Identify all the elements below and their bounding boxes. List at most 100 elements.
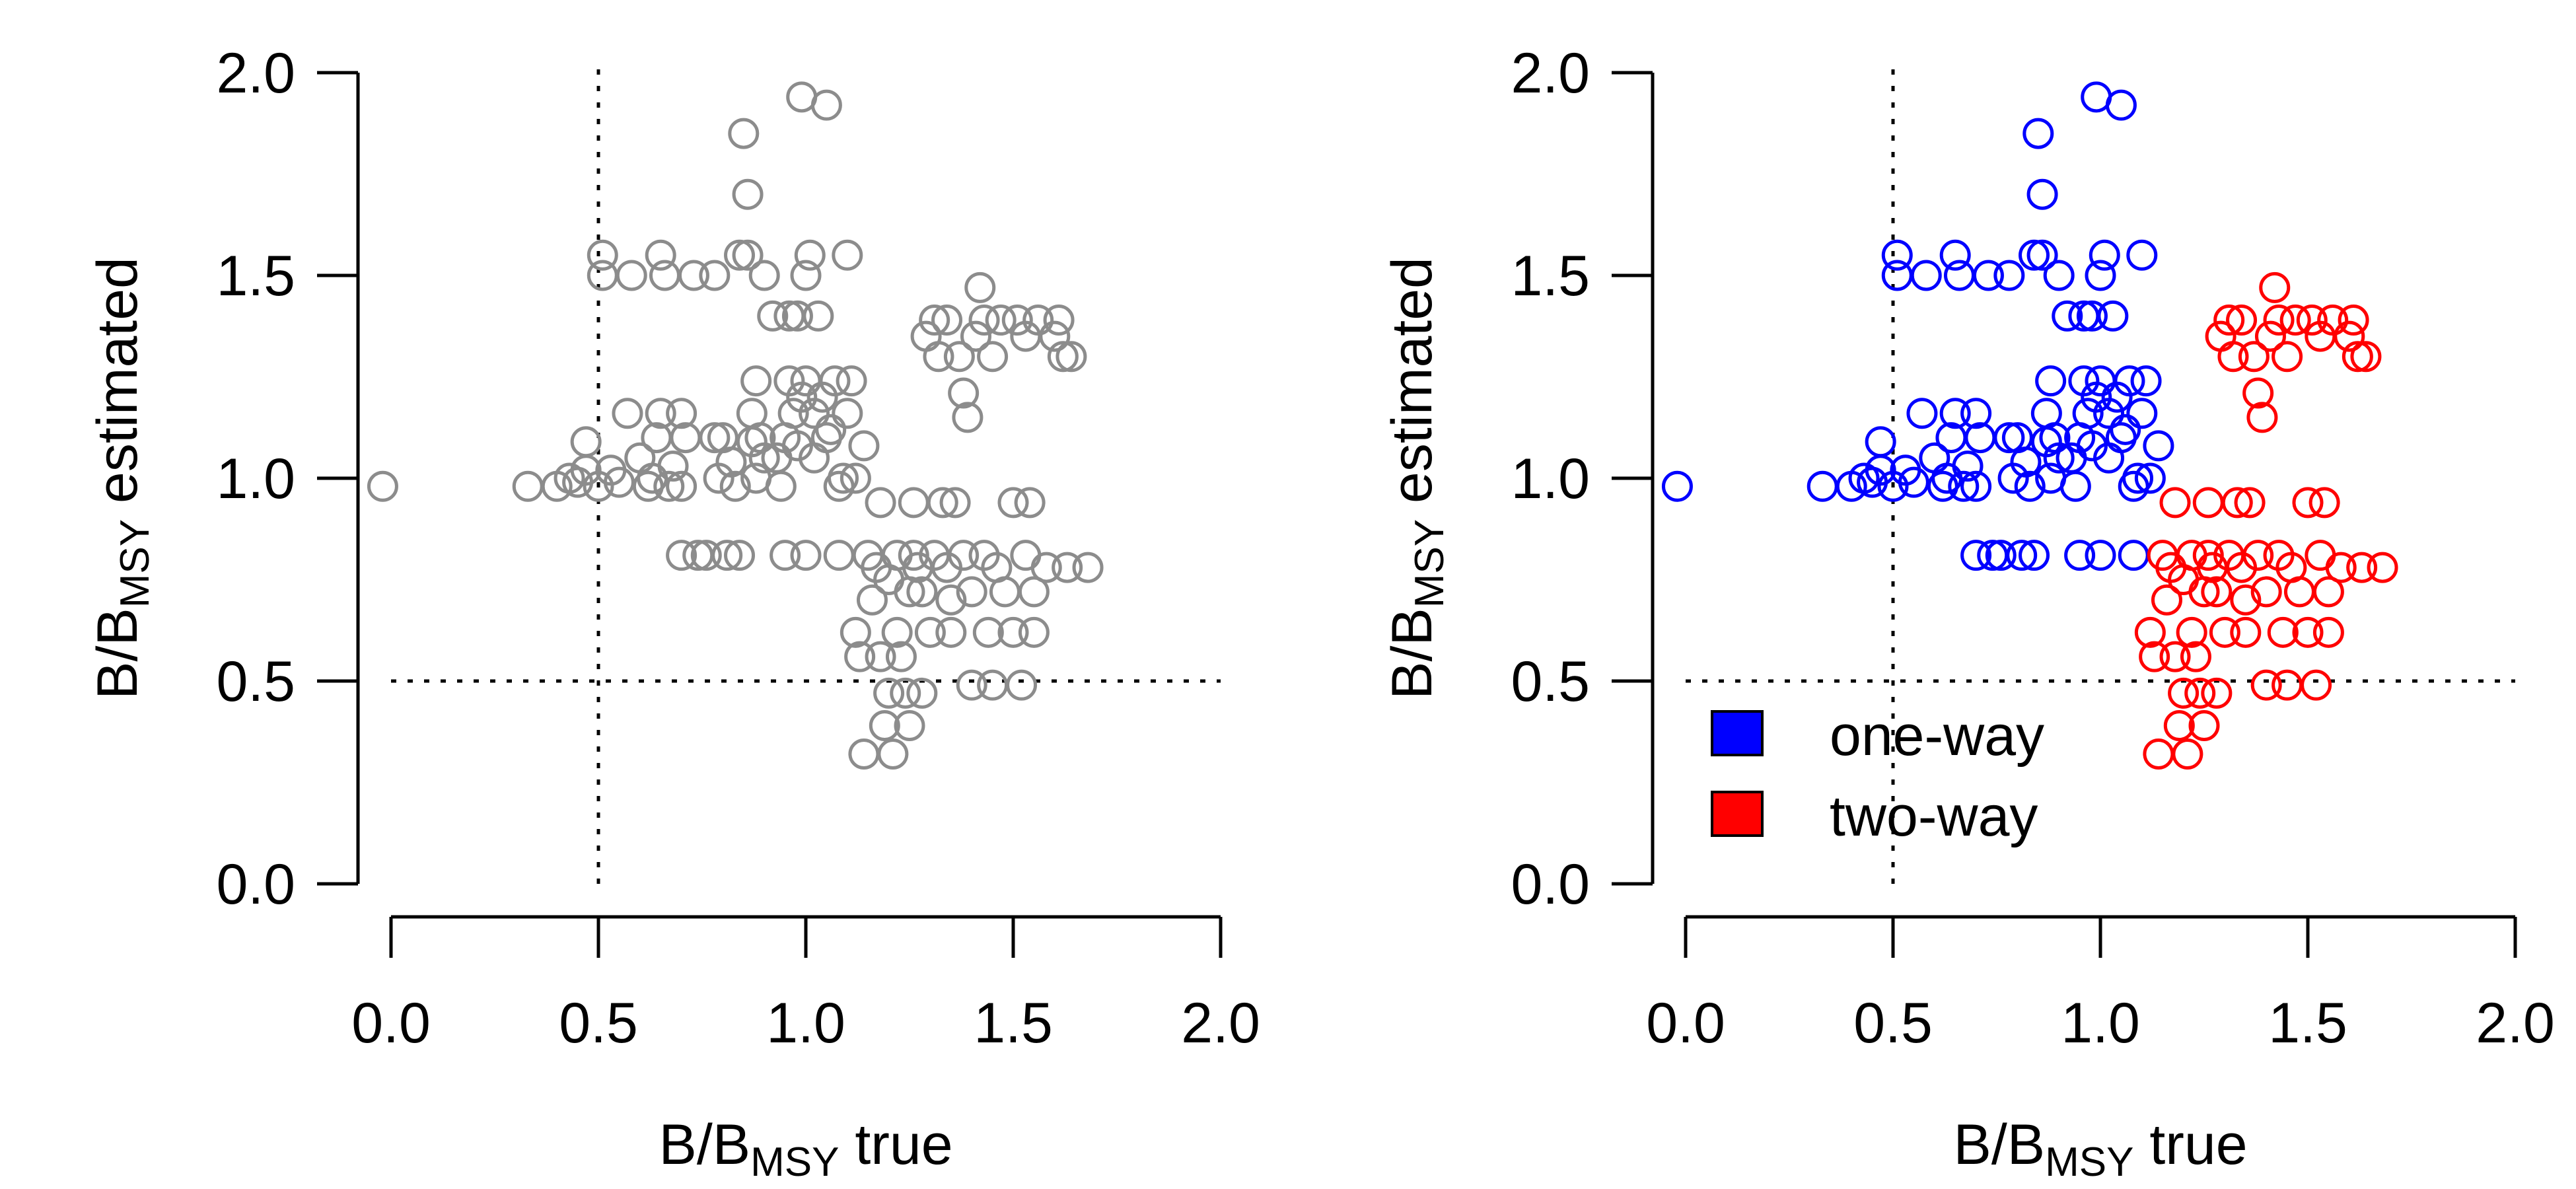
- data-point: [952, 402, 984, 433]
- data-point: [832, 239, 863, 271]
- data-point: [2039, 422, 2071, 454]
- data-point: [2151, 584, 2182, 616]
- data-point: [2097, 300, 2129, 332]
- data-point: [1039, 320, 1071, 352]
- data-point: [790, 540, 822, 571]
- data-point: [769, 540, 801, 571]
- data-point: [2296, 305, 2328, 336]
- data-point: [2159, 641, 2191, 672]
- data-point: [840, 462, 871, 494]
- data-point: [1960, 398, 1992, 429]
- x-tick-label: 1.5: [974, 991, 1053, 1055]
- y-tick-label: 1.0: [216, 447, 295, 511]
- data-point: [939, 487, 971, 519]
- x-tick-label: 1.5: [2268, 991, 2347, 1055]
- data-point: [1807, 470, 1838, 502]
- data-point: [2052, 300, 2083, 332]
- data-point: [836, 365, 867, 397]
- data-point: [2126, 398, 2158, 429]
- data-point: [781, 300, 813, 332]
- data-point: [1055, 341, 1087, 373]
- data-point: [2242, 540, 2274, 571]
- data-point: [2019, 540, 2050, 571]
- data-point: [977, 341, 1009, 373]
- data-point: [2226, 305, 2258, 336]
- series-one-way: [1661, 81, 2174, 571]
- data-point: [931, 305, 963, 336]
- legend-label: two-way: [1830, 785, 2038, 848]
- data-point: [740, 365, 772, 397]
- data-point: [2026, 178, 2058, 210]
- data-point: [1030, 552, 1062, 583]
- data-point: [943, 341, 975, 373]
- data-point: [1985, 540, 2017, 571]
- data-point: [2134, 616, 2166, 648]
- data-point: [948, 377, 980, 409]
- x-tick-label: 0.0: [1646, 991, 1725, 1055]
- data-point: [810, 89, 842, 121]
- data-point: [765, 470, 797, 502]
- data-point: [657, 450, 689, 482]
- data-point: [985, 305, 1017, 336]
- data-point: [964, 271, 996, 303]
- data-point: [2130, 365, 2162, 397]
- data-point: [603, 466, 635, 498]
- x-tick-label: 2.0: [1181, 991, 1260, 1055]
- data-point: [1072, 552, 1104, 583]
- data-point: [2134, 462, 2166, 494]
- data-point: [2213, 305, 2245, 336]
- data-point: [877, 739, 909, 770]
- data-point: [2163, 710, 2195, 742]
- data-point: [2114, 365, 2145, 397]
- data-point: [2272, 669, 2303, 701]
- data-point: [2317, 305, 2349, 336]
- data-point: [828, 462, 859, 494]
- data-point: [2184, 677, 2216, 709]
- data-point: [2283, 576, 2315, 608]
- data-point: [919, 305, 950, 336]
- data-point: [719, 470, 751, 502]
- scatter-panel-by-direction: 0.0 0.5 1.0 1.5 2.0 0.0 0.5 1.0 1.5 2.0 B/BMSY tru…: [1380, 42, 2555, 1185]
- data-point: [2085, 365, 2116, 397]
- data-point: [1939, 239, 1971, 271]
- data-point: [711, 540, 743, 571]
- data-point: [724, 239, 756, 271]
- data-point: [2143, 739, 2174, 770]
- data-point: [2267, 616, 2299, 648]
- data-point: [865, 641, 896, 672]
- data-point: [2089, 239, 2120, 271]
- data-point: [960, 320, 991, 352]
- data-point: [2217, 341, 2249, 373]
- data-point: [1931, 462, 1963, 494]
- data-point: [1052, 552, 1083, 583]
- x-tick-label: 0.5: [1853, 991, 1933, 1055]
- data-point: [997, 487, 1029, 519]
- data-point: [2308, 487, 2340, 519]
- data-point: [1960, 540, 1992, 571]
- data-point: [823, 540, 855, 571]
- data-point: [666, 540, 698, 571]
- data-point: [1010, 540, 1042, 571]
- data-point: [2064, 540, 2096, 571]
- data-point: [1993, 260, 2025, 291]
- data-point: [587, 260, 618, 291]
- data-point: [2059, 470, 2091, 502]
- data-point: [869, 710, 900, 742]
- data-point: [2143, 430, 2174, 462]
- data-point: [2006, 540, 2038, 571]
- data-point: [1047, 341, 1079, 373]
- data-point: [2350, 341, 2382, 373]
- data-point: [1661, 470, 1693, 502]
- data-point: [748, 442, 780, 474]
- data-point: [2230, 584, 2262, 616]
- data-point: [848, 739, 880, 770]
- data-point: [2176, 540, 2207, 571]
- data-point: [2312, 576, 2344, 608]
- data-point: [2022, 118, 2054, 149]
- y-axis-title: B/BMSY estimated: [86, 257, 158, 700]
- data-point: [977, 669, 1009, 701]
- data-point: [989, 576, 1020, 608]
- data-point: [1006, 669, 1038, 701]
- data-point: [2242, 377, 2274, 409]
- data-point: [2126, 239, 2158, 271]
